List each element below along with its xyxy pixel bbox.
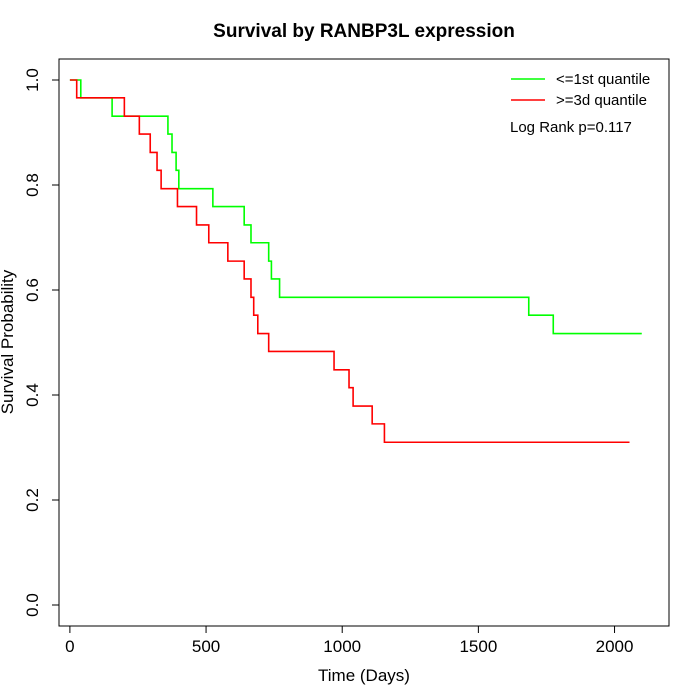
x-tick-label: 2000 bbox=[596, 637, 634, 656]
x-tick-label: 500 bbox=[192, 637, 220, 656]
x-axis-label: Time (Days) bbox=[318, 666, 410, 685]
y-tick-label: 0.8 bbox=[23, 173, 42, 197]
y-tick-label: 0.6 bbox=[23, 278, 42, 302]
y-tick-label: 0.0 bbox=[23, 593, 42, 617]
legend-label-1: <=1st quantile bbox=[556, 71, 650, 88]
log-rank-annotation: Log Rank p=0.117 bbox=[510, 119, 632, 136]
y-tick-label: 1.0 bbox=[23, 68, 42, 92]
x-tick-label: 1000 bbox=[323, 637, 361, 656]
y-tick-label: 0.2 bbox=[23, 488, 42, 512]
series-line-2 bbox=[69, 79, 630, 444]
series-layer bbox=[69, 79, 642, 444]
x-tick-label: 1500 bbox=[459, 637, 497, 656]
legend-label-2: >=3d quantile bbox=[556, 92, 647, 109]
legend: <=1st quantile >=3d quantile bbox=[511, 71, 650, 109]
y-axis: 0.0 0.2 0.4 0.6 0.8 1.0 bbox=[23, 68, 60, 617]
y-tick-label: 0.4 bbox=[23, 383, 42, 407]
y-axis-label: Survival Probability bbox=[0, 269, 17, 414]
series-line-1 bbox=[69, 79, 642, 335]
x-axis: 0 500 1000 1500 2000 bbox=[65, 625, 634, 656]
x-tick-label: 0 bbox=[65, 637, 74, 656]
chart-title: Survival by RANBP3L expression bbox=[213, 21, 515, 42]
